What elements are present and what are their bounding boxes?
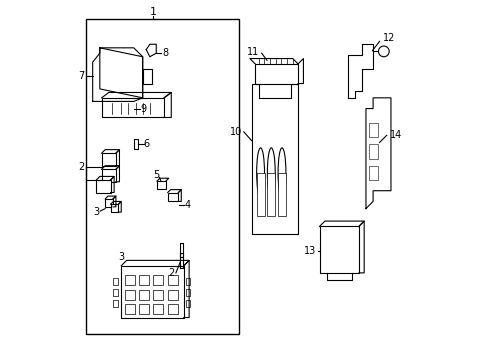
Bar xyxy=(278,173,285,216)
Bar xyxy=(256,173,264,216)
Bar xyxy=(139,275,149,285)
Bar xyxy=(368,144,377,158)
Bar xyxy=(110,204,118,212)
Text: 3: 3 xyxy=(118,252,124,262)
Bar xyxy=(185,300,189,307)
Bar xyxy=(124,275,135,285)
Text: 11: 11 xyxy=(247,47,259,57)
Bar xyxy=(153,290,163,300)
Text: 3: 3 xyxy=(93,207,99,217)
Bar xyxy=(167,193,178,202)
Text: 6: 6 xyxy=(143,139,150,149)
Bar xyxy=(113,278,118,285)
Text: 7: 7 xyxy=(78,71,84,81)
Bar xyxy=(368,123,377,137)
Bar xyxy=(153,304,163,314)
Bar xyxy=(139,304,149,314)
Bar xyxy=(124,304,135,314)
Bar xyxy=(319,226,358,273)
Text: 8: 8 xyxy=(162,48,168,58)
Bar xyxy=(124,290,135,300)
Bar xyxy=(102,169,116,182)
Bar xyxy=(102,153,116,166)
Text: 9: 9 xyxy=(141,104,146,113)
Bar xyxy=(102,98,164,117)
Bar xyxy=(167,290,177,300)
Bar xyxy=(121,266,183,318)
Text: 10: 10 xyxy=(229,127,242,137)
Text: 1: 1 xyxy=(150,7,157,17)
Bar xyxy=(167,304,177,314)
Text: 2: 2 xyxy=(168,268,174,278)
Text: 5: 5 xyxy=(153,170,159,180)
Bar xyxy=(185,278,189,285)
Bar xyxy=(105,199,113,207)
Bar xyxy=(153,275,163,285)
Bar xyxy=(96,180,110,193)
Bar xyxy=(267,173,275,216)
Bar xyxy=(113,289,118,296)
Text: 14: 14 xyxy=(389,130,402,140)
Bar xyxy=(113,300,118,307)
Bar xyxy=(139,290,149,300)
Text: 12: 12 xyxy=(382,33,395,43)
Bar xyxy=(157,181,165,189)
Bar xyxy=(85,19,239,334)
Text: 4: 4 xyxy=(184,200,190,210)
Text: 2: 2 xyxy=(78,162,84,172)
Bar xyxy=(255,64,298,84)
Bar xyxy=(142,69,151,84)
Bar xyxy=(185,289,189,296)
Bar xyxy=(368,166,377,180)
Bar xyxy=(167,275,177,285)
Bar xyxy=(134,139,138,149)
Text: 13: 13 xyxy=(303,247,315,256)
